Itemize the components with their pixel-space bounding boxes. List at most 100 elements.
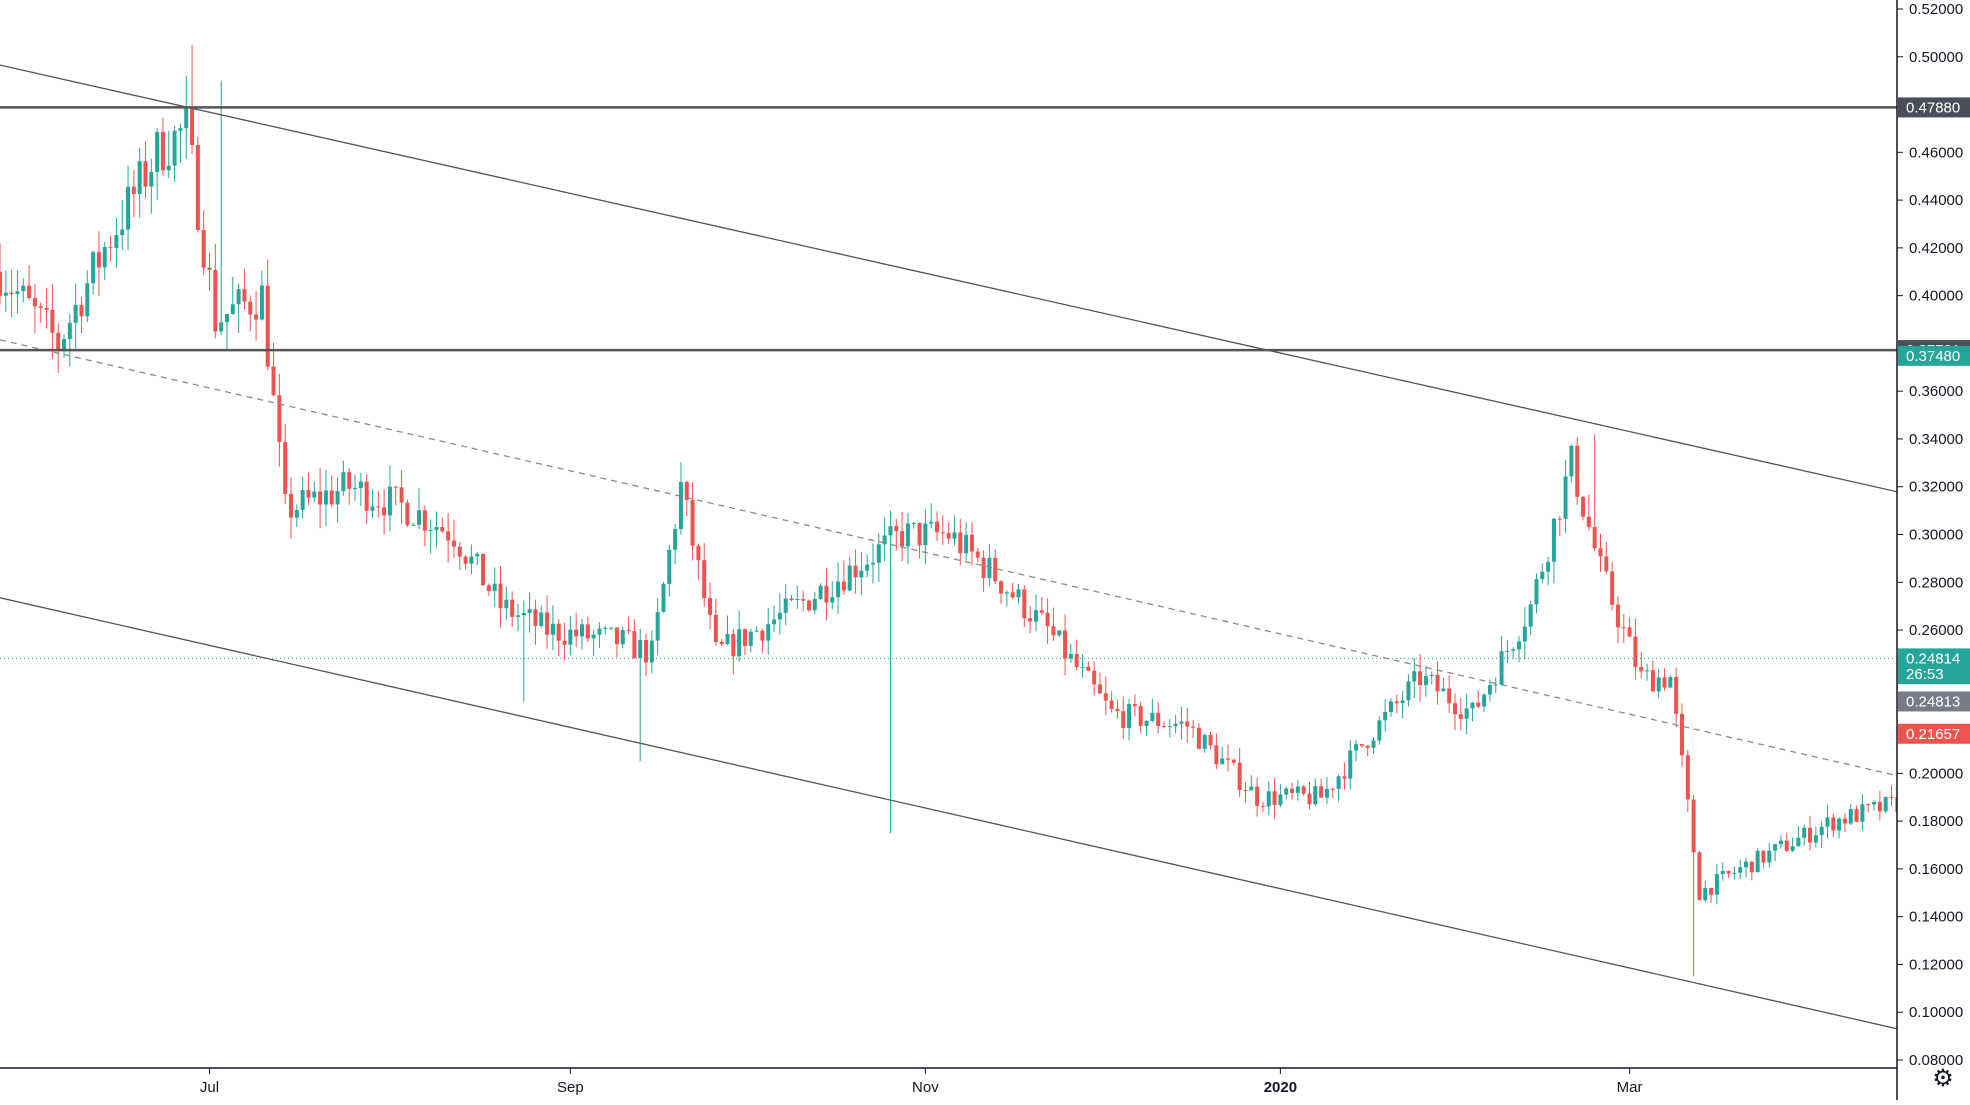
candle [1004, 590, 1009, 607]
candle-body [806, 600, 811, 611]
candle [21, 278, 26, 303]
candle [1063, 614, 1068, 676]
candle [1039, 596, 1044, 616]
candle [1511, 647, 1516, 659]
price-tag-label: 0.21657 [1906, 726, 1960, 743]
candle [859, 552, 864, 595]
candle [1458, 697, 1463, 731]
candle-body [457, 546, 462, 557]
candle [492, 567, 497, 607]
candle [3, 270, 8, 313]
candle [1103, 676, 1108, 716]
candle-body [958, 532, 963, 554]
candle-body [1097, 684, 1102, 694]
candle [1179, 706, 1184, 740]
candle-body [562, 640, 567, 645]
candle-body [678, 481, 683, 530]
candle [1825, 804, 1830, 839]
candle-body [254, 314, 259, 320]
candle [405, 499, 410, 528]
channel-line-upper[interactable] [0, 64, 1970, 884]
settings-gear-icon[interactable]: ⚙ [1932, 1065, 1954, 1092]
candle [1144, 720, 1149, 736]
channel-line-middle[interactable] [0, 339, 1970, 1067]
candle [1249, 775, 1254, 791]
candle-body [131, 186, 136, 194]
candle [224, 313, 229, 350]
candle [1679, 703, 1684, 767]
horizontal-levels[interactable] [0, 106, 1897, 352]
candle-body [1476, 702, 1481, 707]
candle [1156, 702, 1161, 734]
candle [1045, 598, 1050, 644]
price-tag: 0.24814 [1898, 648, 1970, 669]
candle-body [1278, 794, 1283, 805]
candle-body [684, 481, 689, 500]
candle-body [1709, 888, 1714, 895]
candle-body [1860, 804, 1865, 822]
price-axis[interactable] [1897, 0, 1970, 1100]
candle-body [1540, 571, 1545, 580]
position-tool[interactable] [0, 356, 1970, 734]
candle-body [143, 161, 148, 187]
candle [155, 128, 160, 201]
candle-body [719, 641, 724, 645]
y-tick-label: 0.40000 [1909, 288, 1963, 305]
channel-line-lower[interactable] [0, 597, 1970, 1067]
candle-body [1138, 705, 1143, 727]
candle-body [155, 131, 160, 172]
candle-body [475, 553, 480, 557]
candle [1441, 677, 1446, 692]
candle-body [1679, 713, 1684, 756]
candle-body [527, 609, 532, 613]
candle [1551, 518, 1556, 584]
candle [1266, 781, 1271, 816]
candle-body [1220, 758, 1225, 765]
candle [545, 595, 550, 649]
candle [259, 270, 264, 321]
candle [923, 509, 928, 565]
candle [201, 210, 206, 276]
candle-body [1610, 571, 1615, 605]
candle-body [748, 631, 753, 646]
candle-body [323, 490, 328, 505]
candle-body [830, 597, 835, 603]
candle [1586, 494, 1591, 531]
candle-body [1645, 670, 1650, 672]
y-tick-label: 0.10000 [1909, 1004, 1963, 1021]
price-tag-background [1898, 648, 1970, 669]
candle-body [760, 630, 765, 641]
candle-body [440, 527, 445, 532]
candle [1377, 716, 1382, 745]
x-tick-label: Mar [1617, 1079, 1643, 1096]
candle [556, 619, 561, 657]
candle [638, 628, 643, 762]
candle [1097, 672, 1102, 695]
candle [1790, 837, 1795, 852]
candle-body [1342, 776, 1347, 779]
candle [160, 117, 165, 176]
candle [760, 628, 765, 653]
candle-body [1621, 627, 1626, 629]
candle [696, 543, 701, 580]
candle [265, 259, 270, 371]
candle [1645, 663, 1650, 681]
candle-body [1563, 476, 1568, 519]
trend-channel[interactable] [0, 64, 1970, 1067]
candle [702, 543, 707, 607]
y-tick-label: 0.16000 [1909, 861, 1963, 878]
candle-body [38, 306, 43, 308]
candle [62, 334, 67, 358]
candle [271, 342, 276, 397]
candle-body [1778, 840, 1783, 845]
candle-body [56, 332, 61, 350]
candle [1575, 436, 1580, 505]
candle-body [777, 612, 782, 620]
candle [1290, 782, 1295, 800]
candle [1371, 736, 1376, 754]
candle [742, 628, 747, 656]
time-axis[interactable] [0, 1068, 1897, 1100]
